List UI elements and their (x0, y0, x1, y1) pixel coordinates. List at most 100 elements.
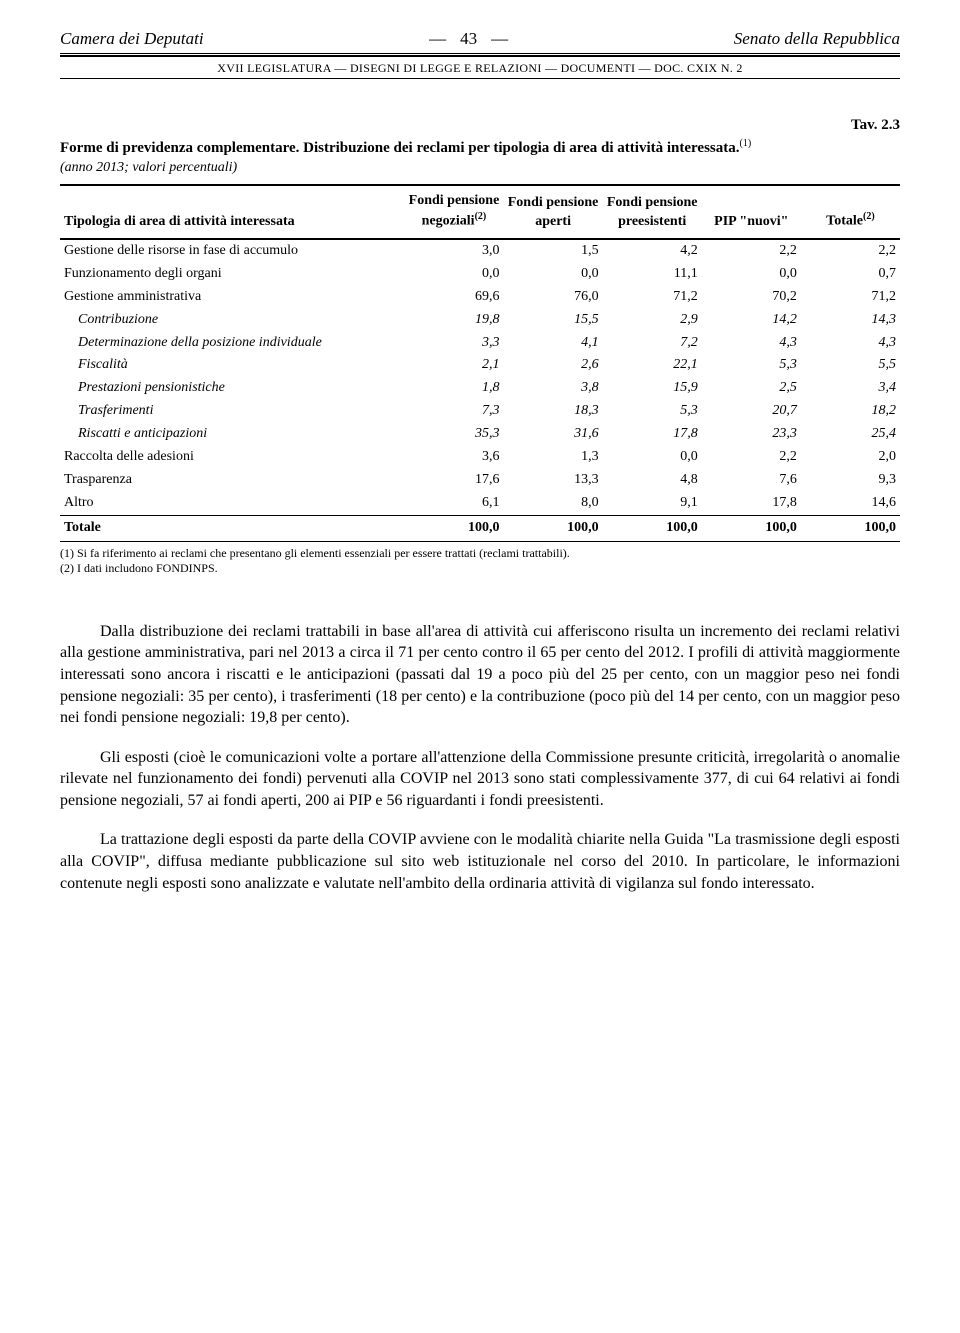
cell: 0,0 (504, 263, 603, 286)
cell: 3,3 (404, 332, 503, 355)
cell: 31,6 (504, 423, 603, 446)
col-header: Tipologia di area di attività interessat… (60, 185, 404, 239)
cell: 22,1 (603, 354, 702, 377)
row-label: Prestazioni pensionistiche (60, 377, 404, 400)
cell: 5,5 (801, 354, 900, 377)
table-row: Trasferimenti7,318,35,320,718,2 (60, 400, 900, 423)
col-header: Fondi pensione aperti (504, 185, 603, 239)
data-table: Tipologia di area di attività interessat… (60, 184, 900, 542)
cell: 7,3 (404, 400, 503, 423)
cell: 35,3 (404, 423, 503, 446)
cell: 17,6 (404, 469, 503, 492)
cell: 3,0 (404, 239, 503, 263)
footnote: (1) Si fa riferimento ai reclami che pre… (60, 546, 900, 562)
cell: 4,3 (702, 332, 801, 355)
cell: 2,2 (801, 239, 900, 263)
table-row: Prestazioni pensionistiche1,83,815,92,53… (60, 377, 900, 400)
cell: 3,6 (404, 446, 503, 469)
row-label: Fiscalità (60, 354, 404, 377)
row-label: Altro (60, 492, 404, 515)
cell: 5,3 (603, 400, 702, 423)
table-row: Raccolta delle adesioni3,61,30,02,22,0 (60, 446, 900, 469)
cell: 13,3 (504, 469, 603, 492)
table-row: Contribuzione19,815,52,914,214,3 (60, 309, 900, 332)
table-footnotes: (1) Si fa riferimento ai reclami che pre… (60, 546, 900, 577)
row-label: Funzionamento degli organi (60, 263, 404, 286)
cell: 19,8 (404, 309, 503, 332)
row-label: Trasparenza (60, 469, 404, 492)
table-row: Funzionamento degli organi0,00,011,10,00… (60, 263, 900, 286)
cell: 4,8 (603, 469, 702, 492)
cell: 2,2 (702, 239, 801, 263)
row-label: Gestione amministrativa (60, 286, 404, 309)
col-header: Fondi pensione preesistenti (603, 185, 702, 239)
cell: 25,4 (801, 423, 900, 446)
row-label: Contribuzione (60, 309, 404, 332)
cell: 2,2 (702, 446, 801, 469)
cell: 4,2 (603, 239, 702, 263)
cell: 11,1 (603, 263, 702, 286)
cell: 17,8 (603, 423, 702, 446)
cell: 18,3 (504, 400, 603, 423)
cell: 71,2 (603, 286, 702, 309)
cell: 14,6 (801, 492, 900, 515)
cell: 100,0 (801, 515, 900, 541)
cell: 100,0 (404, 515, 503, 541)
cell: 6,1 (404, 492, 503, 515)
cell: 76,0 (504, 286, 603, 309)
cell: 1,8 (404, 377, 503, 400)
cell: 9,3 (801, 469, 900, 492)
cell: 4,1 (504, 332, 603, 355)
header-sub: XVII LEGISLATURA — DISEGNI DI LEGGE E RE… (60, 60, 900, 76)
table-row: Fiscalità2,12,622,15,35,5 (60, 354, 900, 377)
table-head: Tipologia di area di attività interessat… (60, 185, 900, 239)
cell: 3,4 (801, 377, 900, 400)
cell: 2,0 (801, 446, 900, 469)
table-row: Gestione delle risorse in fase di accumu… (60, 239, 900, 263)
table-number: Tav. 2.3 (60, 115, 900, 135)
cell: 14,2 (702, 309, 801, 332)
cell: 5,3 (702, 354, 801, 377)
cell: 7,2 (603, 332, 702, 355)
row-label: Gestione delle risorse in fase di accumu… (60, 239, 404, 263)
cell: 9,1 (603, 492, 702, 515)
table-row-total: Totale100,0100,0100,0100,0100,0 (60, 515, 900, 541)
cell: 2,5 (702, 377, 801, 400)
table-body: Gestione delle risorse in fase di accumu… (60, 239, 900, 541)
cell: 2,1 (404, 354, 503, 377)
table-row: Altro6,18,09,117,814,6 (60, 492, 900, 515)
cell: 1,5 (504, 239, 603, 263)
cell: 100,0 (603, 515, 702, 541)
table-title: Forme di previdenza complementare. Distr… (60, 137, 900, 158)
paragraph: La trattazione degli esposti da parte de… (60, 829, 900, 894)
cell: 17,8 (702, 492, 801, 515)
cell: 23,3 (702, 423, 801, 446)
cell: 8,0 (504, 492, 603, 515)
page-header-top: Camera dei Deputati — 43 — Senato della … (60, 28, 900, 51)
header-right: Senato della Repubblica (734, 28, 900, 51)
table-row: Determinazione della posizione individua… (60, 332, 900, 355)
row-label: Trasferimenti (60, 400, 404, 423)
row-label: Riscatti e anticipazioni (60, 423, 404, 446)
cell: 70,2 (702, 286, 801, 309)
col-header: PIP "nuovi" (702, 185, 801, 239)
row-label: Totale (60, 515, 404, 541)
cell: 1,3 (504, 446, 603, 469)
body-text: Dalla distribuzione dei reclami trattabi… (60, 621, 900, 895)
cell: 15,9 (603, 377, 702, 400)
row-label: Raccolta delle adesioni (60, 446, 404, 469)
cell: 18,2 (801, 400, 900, 423)
header-rule-thin (60, 78, 900, 79)
header-page: — 43 — (429, 28, 508, 51)
cell: 69,6 (404, 286, 503, 309)
paragraph: Dalla distribuzione dei reclami trattabi… (60, 621, 900, 729)
cell: 2,6 (504, 354, 603, 377)
footnote: (2) I dati includono FONDINPS. (60, 561, 900, 577)
cell: 2,9 (603, 309, 702, 332)
col-header: Fondi pensione negoziali(2) (404, 185, 503, 239)
header-left: Camera dei Deputati (60, 28, 204, 51)
row-label: Determinazione della posizione individua… (60, 332, 404, 355)
cell: 0,7 (801, 263, 900, 286)
col-header: Totale(2) (801, 185, 900, 239)
cell: 20,7 (702, 400, 801, 423)
